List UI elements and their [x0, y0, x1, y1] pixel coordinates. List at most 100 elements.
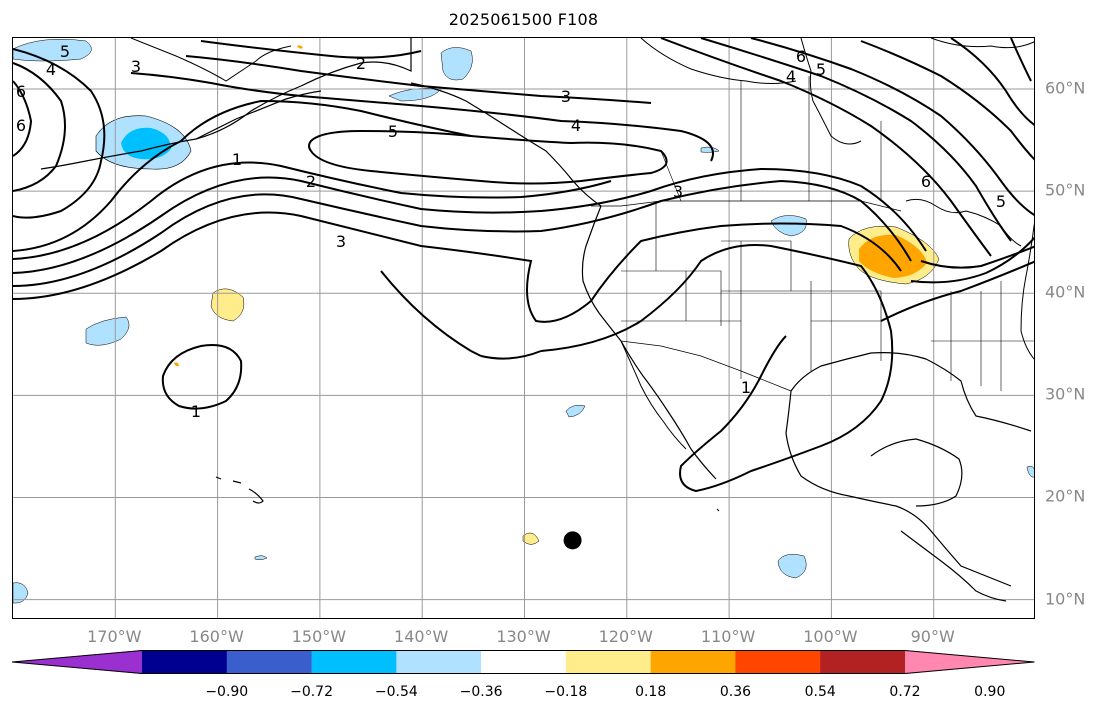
canada-provinces [660, 76, 882, 202]
colorbar-segment [820, 650, 906, 674]
shading-negative [1026, 465, 1034, 478]
colorbar-tick-label: −0.36 [459, 684, 503, 700]
shading-positive [522, 532, 540, 545]
shading-layer [13, 38, 1034, 604]
shading-negative [777, 554, 807, 579]
shading-negative [700, 146, 720, 153]
contour-line [880, 260, 1034, 322]
latitude-label: 50°N [1045, 180, 1086, 200]
mexico-east-coast [785, 390, 1012, 587]
shading-negative-strong [121, 127, 171, 160]
shading-negative [770, 215, 807, 237]
latitude-label: 30°N [1045, 384, 1086, 404]
contour-line [308, 129, 668, 185]
contour-line [130, 72, 714, 162]
canada-north [640, 38, 797, 84]
longitude-label: 140°W [394, 627, 449, 646]
contour-line [910, 236, 1034, 284]
colorbar-segment [735, 650, 821, 674]
longitude-label: 160°W [189, 627, 244, 646]
contour-label: 3 [131, 57, 141, 76]
alaska-interior [130, 38, 292, 82]
contour-line [480, 350, 542, 360]
state-lines [621, 201, 1034, 391]
colorbar-tick-label: 0.18 [635, 684, 667, 700]
contour-label: 5 [388, 122, 398, 141]
contour-line [860, 40, 1034, 161]
political-borders [591, 76, 1034, 392]
central-america [900, 530, 1007, 602]
contour-label: 1 [191, 402, 201, 421]
contour-label: 6 [16, 82, 26, 101]
baja-california [620, 340, 687, 450]
lat-lon-grid [13, 38, 1034, 618]
gulf-mexico-coast [790, 352, 1032, 432]
colorbar-tick-label: −0.72 [290, 684, 333, 700]
contour-label: 5 [60, 42, 70, 61]
contour-label: 5 [996, 192, 1006, 211]
longitude-label: 100°W [803, 627, 858, 646]
contour-line [13, 80, 33, 157]
contour-label: 4 [571, 116, 581, 135]
canada-east [930, 38, 1034, 49]
contour-line [950, 38, 1034, 126]
contour-line [700, 38, 1012, 242]
alaska-peninsula [195, 90, 322, 140]
hudson-area [800, 38, 862, 145]
contour-line [660, 38, 992, 257]
colorbar-extend-high [905, 650, 1035, 674]
contour-label: 6 [796, 47, 806, 66]
colorbar-segment [565, 650, 652, 674]
contour-label: 6 [16, 116, 26, 135]
alaska-coast [40, 38, 412, 170]
shading-positive [174, 362, 179, 367]
colorbar-tick-label: 0.36 [719, 684, 752, 700]
contour-line [13, 211, 902, 323]
colorbar-tick-label: 0.72 [889, 684, 921, 700]
contour-line [161, 344, 243, 410]
shading-negative [565, 404, 586, 418]
contour-label: 3 [336, 232, 346, 251]
longitude-label: 110°W [700, 627, 756, 646]
shading-negative [440, 47, 473, 81]
colorbar-tick-label: −0.90 [205, 684, 249, 700]
longitude-label: 90°W [910, 627, 955, 646]
colorbar-tick-label: 0.54 [804, 684, 836, 700]
contour-line [200, 40, 422, 59]
shading-negative [388, 88, 442, 102]
latitude-label: 20°N [1045, 486, 1086, 506]
contour-line [13, 48, 106, 219]
contour-line [540, 244, 894, 493]
hawaii-islands [215, 476, 264, 504]
shading-positive [297, 45, 303, 49]
black-dot-marker [563, 531, 582, 550]
colorbar-tick-label: 0.90 [974, 684, 1006, 700]
east-coast [1020, 222, 1034, 360]
contour-line [380, 270, 482, 357]
yucatan [870, 438, 963, 507]
bc-coast [410, 82, 602, 207]
colorbar-segment [142, 650, 228, 674]
contour-label: 4 [46, 60, 56, 79]
contour-line [750, 38, 1034, 216]
west-coast [581, 205, 717, 480]
contour-line [13, 62, 66, 192]
shading-negative [13, 582, 29, 604]
shading-negative [254, 555, 268, 561]
contour-label: 2 [356, 54, 366, 73]
contour-line [13, 179, 912, 287]
shading-negative [85, 316, 130, 346]
colorbar-extend-low [12, 650, 142, 674]
colorbar-segment [226, 650, 313, 674]
colorbar-segment [481, 650, 567, 674]
latitude-label: 40°N [1045, 282, 1086, 302]
longitude-label: 150°W [291, 627, 347, 646]
colorbar [12, 650, 1035, 674]
map-title: 2025061500 F108 [448, 10, 599, 29]
revillagigedo [716, 508, 720, 512]
contour-line [13, 99, 472, 252]
contour-label: 1 [232, 150, 242, 169]
colorbar-segment [650, 650, 736, 674]
